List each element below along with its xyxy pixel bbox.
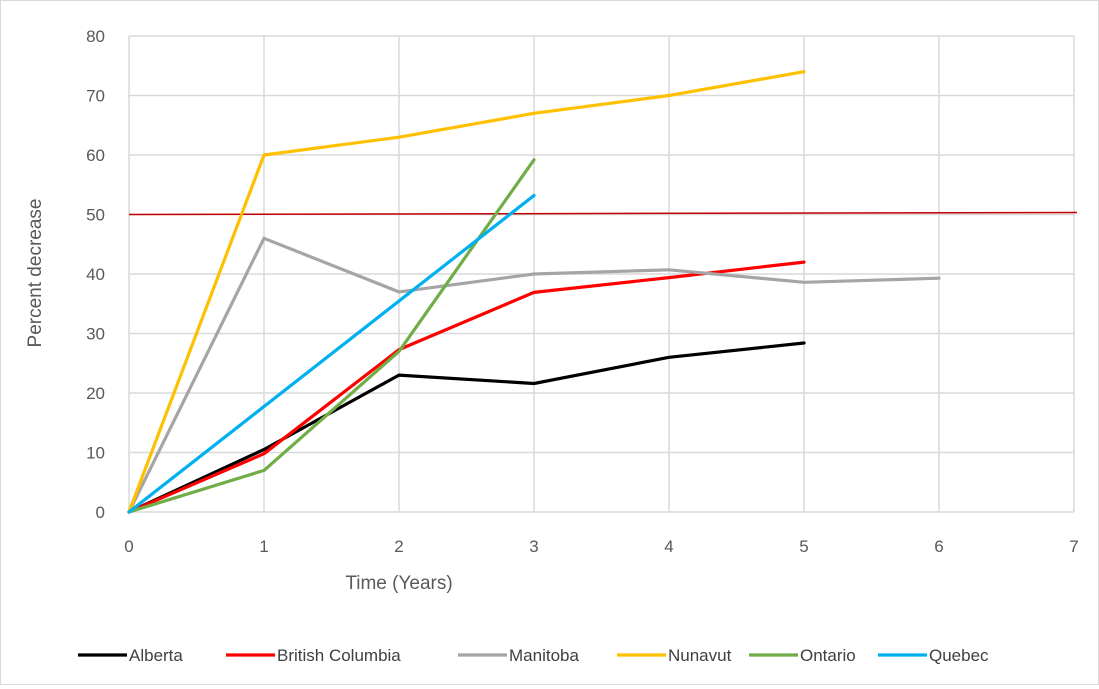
legend-item: Ontario bbox=[749, 646, 856, 665]
y-tick-label: 10 bbox=[86, 444, 105, 463]
y-tick-label: 30 bbox=[86, 325, 105, 344]
y-tick-label: 20 bbox=[86, 384, 105, 403]
series-line-quebec bbox=[127, 193, 536, 514]
legend-item: British Columbia bbox=[226, 646, 401, 665]
legend-item: Alberta bbox=[78, 646, 183, 665]
x-tick-label: 3 bbox=[529, 537, 538, 556]
legend-label: Alberta bbox=[129, 646, 183, 665]
x-tick-label: 2 bbox=[394, 537, 403, 556]
threshold-line bbox=[128, 211, 1078, 216]
grid-lines bbox=[128, 35, 1075, 513]
series-line-manitoba bbox=[127, 236, 941, 514]
legend-item: Quebec bbox=[878, 646, 989, 665]
legend-label: British Columbia bbox=[277, 646, 401, 665]
series-line-nunavut bbox=[127, 70, 806, 514]
y-tick-label: 70 bbox=[86, 87, 105, 106]
series-lines bbox=[127, 70, 941, 514]
x-tick-label: 1 bbox=[259, 537, 268, 556]
x-tick-label: 4 bbox=[664, 537, 673, 556]
y-tick-label: 40 bbox=[86, 265, 105, 284]
y-tick-label: 60 bbox=[86, 146, 105, 165]
series-line-alberta bbox=[127, 341, 806, 514]
y-tick-labels: 0 10 20 30 40 50 60 70 80 bbox=[86, 27, 105, 522]
x-tick-label: 0 bbox=[124, 537, 133, 556]
legend: Alberta British Columbia Manitoba Nunavut On… bbox=[78, 646, 989, 665]
legend-item: Nunavut bbox=[617, 646, 732, 665]
legend-label: Ontario bbox=[800, 646, 856, 665]
series-line-british-columbia bbox=[127, 260, 806, 514]
x-tick-label: 5 bbox=[799, 537, 808, 556]
y-axis-title: Percent decrease bbox=[25, 199, 46, 348]
y-tick-label: 80 bbox=[86, 27, 105, 46]
legend-label: Manitoba bbox=[509, 646, 579, 665]
x-tick-labels: 0 1 2 3 4 5 6 7 bbox=[124, 537, 1078, 556]
y-tick-label: 50 bbox=[86, 206, 105, 225]
legend-label: Quebec bbox=[929, 646, 989, 665]
x-tick-label: 7 bbox=[1069, 537, 1078, 556]
x-axis-title: Time (Years) bbox=[345, 573, 452, 594]
series-line-ontario bbox=[127, 158, 536, 514]
legend-item: Manitoba bbox=[458, 646, 579, 665]
y-tick-label: 0 bbox=[96, 503, 105, 522]
x-tick-label: 6 bbox=[934, 537, 943, 556]
reference-lines bbox=[128, 211, 1078, 216]
legend-label: Nunavut bbox=[668, 646, 732, 665]
